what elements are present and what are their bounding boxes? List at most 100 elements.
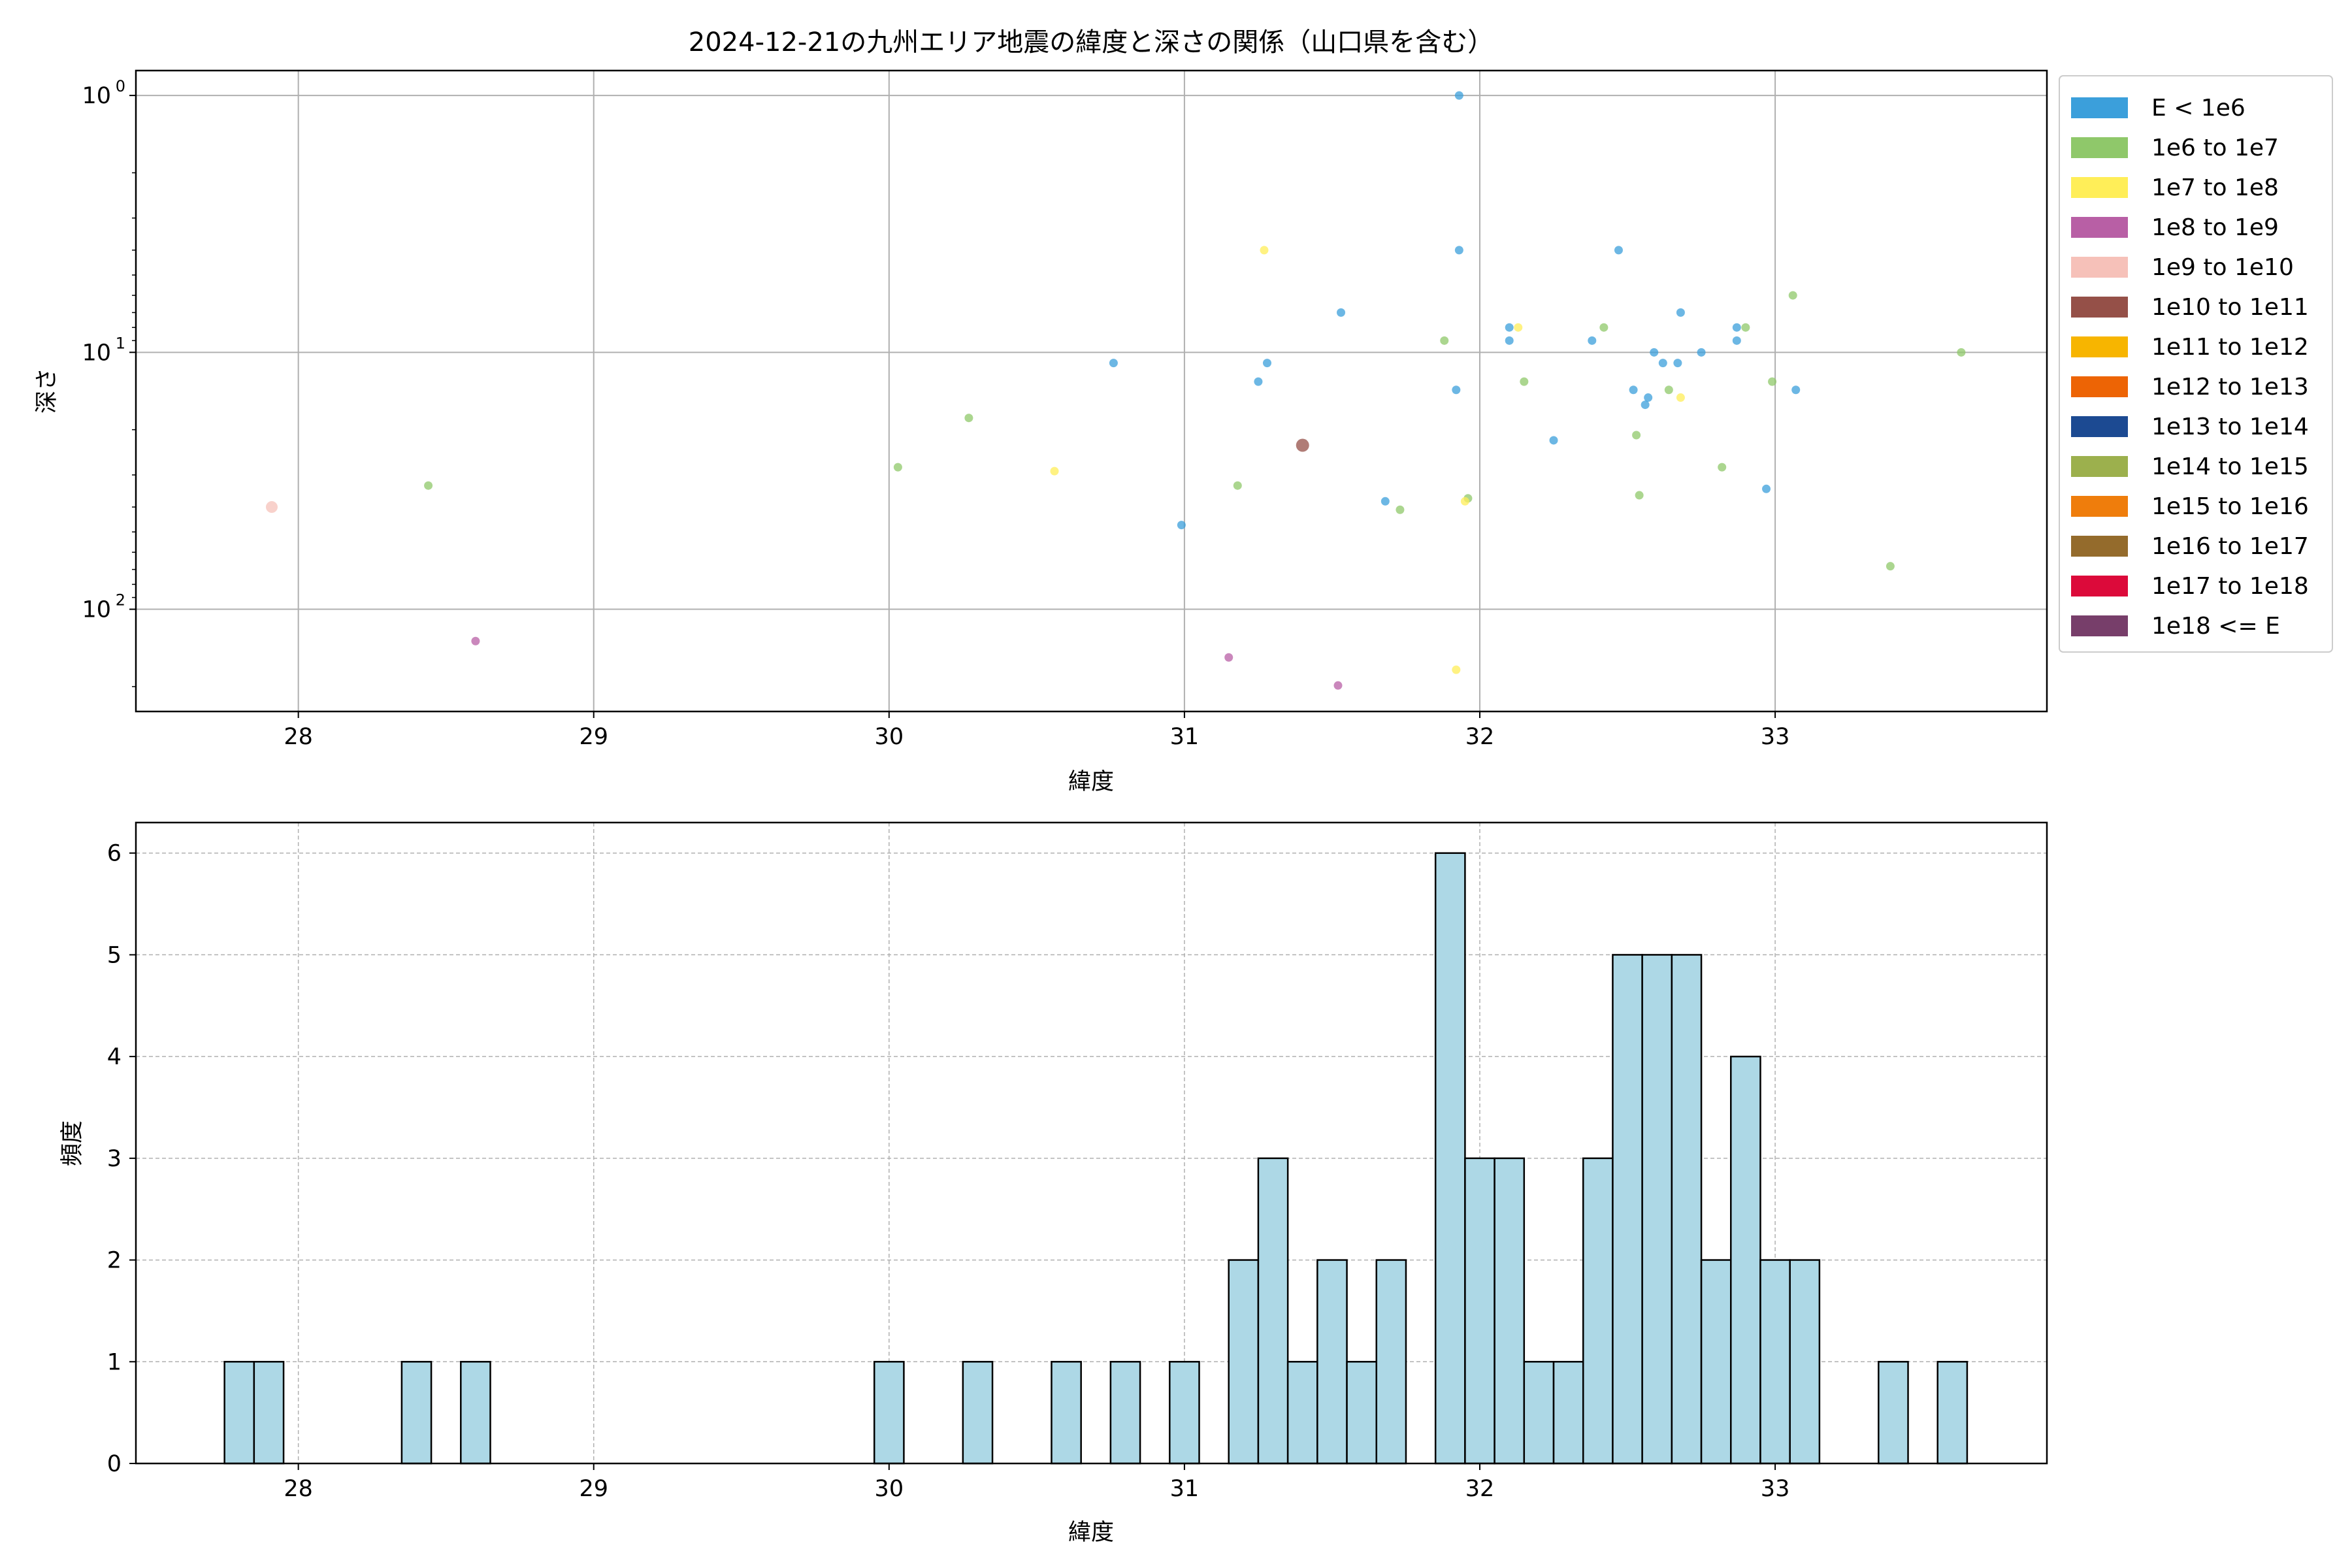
histogram-bar [1375, 1259, 1407, 1465]
scatter-point [1260, 246, 1269, 255]
histogram-bar [1109, 1361, 1141, 1465]
histogram-bar [1257, 1157, 1289, 1465]
legend-swatch [2071, 97, 2128, 118]
histogram-bar [1346, 1361, 1378, 1465]
scatter-x-tick-label: 28 [284, 724, 313, 750]
scatter-point [1658, 359, 1667, 368]
scatter-point [1254, 377, 1263, 386]
scatter-point [1505, 323, 1514, 332]
histogram-y-axis-label: 頻度 [59, 1120, 86, 1166]
scatter-panel: 28 29 30 31 32 33 10 0 10 1 10 2 緯度 深さ [34, 69, 2048, 795]
scatter-point [1676, 308, 1685, 317]
legend-label: 1e17 to 1e18 [2151, 573, 2309, 600]
scatter-point [1224, 653, 1233, 662]
scatter-point [1454, 91, 1463, 100]
scatter-point [1177, 521, 1186, 530]
histogram-bar [1936, 1361, 1968, 1465]
histogram-bar [873, 1361, 905, 1465]
legend-swatch [2071, 336, 2128, 357]
legend-swatch [2071, 376, 2128, 397]
legend-frame [2059, 75, 2333, 653]
histogram-bar [1700, 1259, 1732, 1465]
scatter-point [1629, 385, 1638, 395]
histogram-bar [1286, 1361, 1318, 1465]
histogram-x-tick-label: 31 [1170, 1476, 1200, 1502]
histogram-bar [1169, 1361, 1200, 1465]
histogram-bar [1464, 1157, 1495, 1465]
legend-label: 1e13 to 1e14 [2151, 414, 2309, 440]
legend-swatch [2071, 177, 2128, 198]
histogram-bar [962, 1361, 994, 1465]
histogram-y-tick-label: 0 [107, 1451, 122, 1477]
histogram-ticks: 28 29 30 31 32 33 0 1 2 3 4 5 6 [107, 841, 1790, 1502]
histogram-bar [1641, 954, 1673, 1465]
histogram-y-tick-label: 2 [107, 1248, 122, 1274]
legend-label: 1e8 to 1e9 [2151, 214, 2279, 241]
scatter-gridlines [136, 71, 2047, 711]
histogram-bar [1730, 1055, 1761, 1465]
scatter-point [1452, 385, 1461, 395]
scatter-point [1650, 348, 1659, 357]
scatter-point [1599, 323, 1609, 332]
histogram-bar [223, 1361, 255, 1465]
scatter-point [1454, 246, 1463, 255]
scatter-point [1452, 665, 1461, 674]
scatter-point [1886, 562, 1895, 571]
scatter-x-tick-label: 32 [1465, 724, 1495, 750]
scatter-point [1718, 463, 1727, 472]
scatter-point [1233, 481, 1242, 490]
legend-label: 1e12 to 1e13 [2151, 374, 2309, 400]
legend-label: 1e18 <= E [2151, 613, 2280, 640]
legend: E < 1e6 1e6 to 1e7 1e7 to 1e8 1e8 to 1e9 1e9… [2059, 75, 2333, 653]
histogram-x-tick-label: 30 [875, 1476, 904, 1502]
scatter-point [1549, 436, 1558, 445]
scatter-ticks: 28 29 30 31 32 33 10 0 10 1 10 2 [82, 77, 1789, 750]
histogram-bar [400, 1361, 433, 1465]
legend-swatch [2071, 496, 2128, 517]
scatter-point [964, 414, 973, 423]
scatter-point [1673, 359, 1682, 368]
legend-swatch [2071, 576, 2128, 596]
histogram-bar [1228, 1259, 1260, 1465]
scatter-point [1588, 336, 1597, 345]
histogram-y-tick-label: 1 [107, 1349, 122, 1375]
scatter-point [1632, 431, 1641, 440]
histogram-bar [1494, 1157, 1526, 1465]
scatter-point [1380, 497, 1390, 506]
legend-swatch [2071, 297, 2128, 318]
histogram-panel: 28 29 30 31 32 33 0 1 2 3 4 5 6 緯度 頻度 [59, 821, 2048, 1546]
legend-swatch [2071, 416, 2128, 437]
scatter-point [1614, 246, 1623, 255]
scatter-point [1050, 466, 1059, 476]
scatter-point [1644, 393, 1653, 402]
scatter-y-tick-exponent: 1 [116, 334, 125, 352]
scatter-point [1732, 336, 1741, 345]
legend-swatch [2071, 137, 2128, 158]
legend-swatch [2071, 217, 2128, 238]
scatter-point [893, 463, 902, 472]
scatter-point [1109, 359, 1118, 368]
scatter-x-tick-label: 29 [579, 724, 608, 750]
scatter-y-tick-exponent: 0 [116, 77, 125, 95]
scatter-y-tick-label: 10 [82, 340, 111, 366]
histogram-bar [1434, 852, 1466, 1465]
histogram-axes-frame [135, 821, 2048, 1465]
scatter-point [1697, 348, 1706, 357]
scatter-point [1676, 393, 1685, 402]
legend-label: 1e15 to 1e16 [2151, 493, 2309, 520]
histogram-x-tick-label: 33 [1761, 1476, 1790, 1502]
histogram-x-tick-label: 29 [579, 1476, 608, 1502]
histogram-bar [1759, 1259, 1791, 1465]
scatter-point [424, 481, 433, 490]
scatter-point [1768, 377, 1777, 386]
histogram-y-tick-label: 5 [107, 942, 122, 968]
scatter-point [1788, 291, 1797, 300]
scatter-point [1732, 323, 1741, 332]
histogram-bar [253, 1361, 285, 1465]
legend-label: 1e16 to 1e17 [2151, 533, 2309, 560]
legend-label: 1e9 to 1e10 [2151, 254, 2294, 281]
histogram-y-tick-label: 6 [107, 841, 122, 867]
legend-label: 1e6 to 1e7 [2151, 135, 2279, 161]
histogram-bars [223, 852, 1968, 1465]
